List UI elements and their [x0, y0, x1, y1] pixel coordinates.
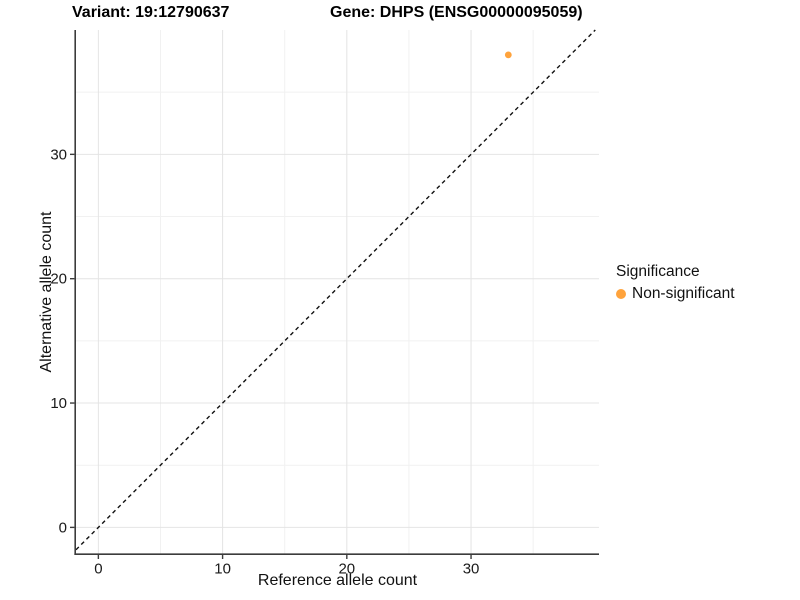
plot-title-variant: Variant: 19:12790637	[72, 4, 230, 21]
x-tick-label: 0	[94, 561, 102, 578]
legend-item: Non-significant	[616, 285, 735, 303]
x-axis-title: Reference allele count	[257, 572, 418, 589]
legend-item-label: Non-significant	[632, 285, 735, 302]
y-tick-label: 0	[59, 519, 67, 536]
y-tick-label: 10	[50, 395, 67, 412]
data-point	[504, 51, 512, 59]
y-tick-label: 30	[50, 146, 67, 163]
y-axis-title: Alternative allele count	[38, 211, 55, 373]
x-tick-label: 20	[338, 561, 355, 578]
x-tick-label: 30	[463, 561, 480, 578]
x-tick-label: 10	[214, 561, 231, 578]
legend: Significance Non-significant	[616, 263, 735, 303]
y-tick-label: 20	[50, 271, 67, 288]
legend-title: Significance	[616, 263, 700, 280]
identity-line	[75, 29, 596, 551]
plot-title-gene: Gene: DHPS (ENSG00000095059)	[330, 4, 583, 21]
legend-key-dot-icon	[616, 289, 626, 299]
